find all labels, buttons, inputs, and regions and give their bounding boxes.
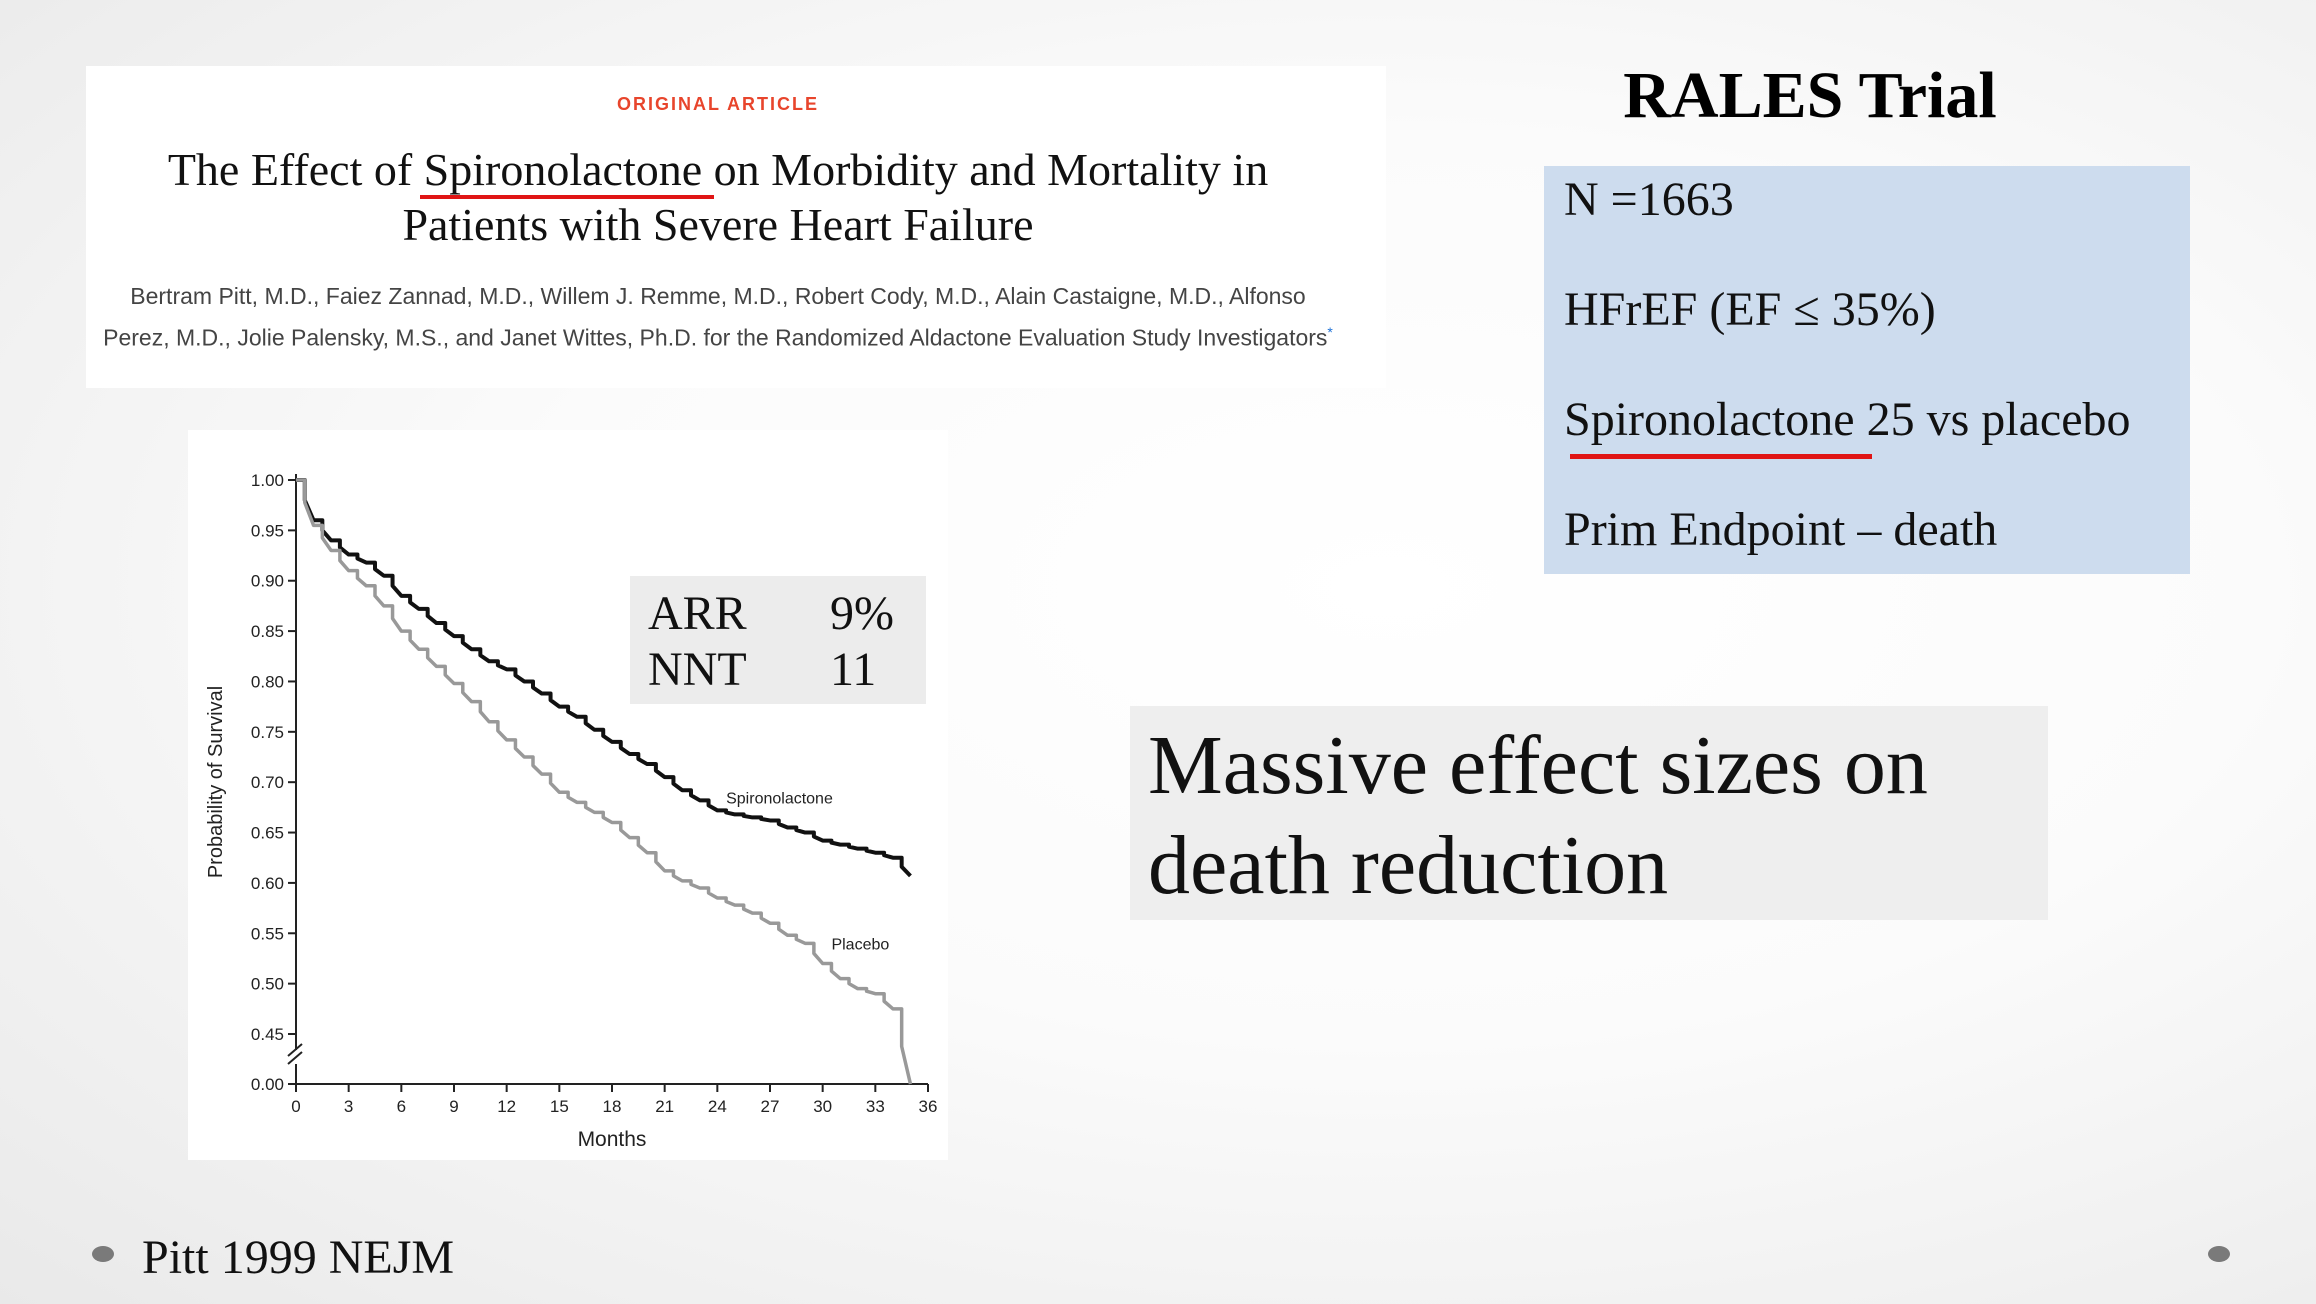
slide-nav-dot[interactable] [2208, 1246, 2230, 1262]
y-tick-label: 0.55 [251, 924, 284, 943]
article-header: ORIGINAL ARTICLE The Effect of Spironola… [86, 66, 1386, 388]
rales-item-endpoint: Prim Endpoint – death [1564, 503, 1998, 556]
y-tick-label: 0.50 [251, 975, 284, 994]
y-tick-label: 0.90 [251, 572, 284, 591]
authors-footnote-mark[interactable]: * [1327, 324, 1333, 340]
x-tick-label: 21 [655, 1097, 674, 1116]
y-tick-label: 0.60 [251, 874, 284, 893]
series-label: Placebo [831, 936, 889, 953]
x-tick-label: 15 [550, 1097, 569, 1116]
x-tick-label: 12 [497, 1097, 516, 1116]
x-tick-label: 33 [866, 1097, 885, 1116]
y-tick-label: 0.00 [251, 1075, 284, 1094]
stats-label: NNT [648, 643, 747, 696]
x-tick-label: 36 [919, 1097, 938, 1116]
article-title-line2: Patients with Severe Heart Failure [402, 199, 1034, 250]
stats-row-nnt: NNT 11 [648, 642, 918, 698]
y-tick-label: 1.00 [251, 471, 284, 490]
x-tick-label: 30 [813, 1097, 832, 1116]
highlight-box: Massive effect sizes on death reduction [1130, 706, 2048, 920]
article-label: ORIGINAL ARTICLE [617, 94, 819, 114]
series-line-spironolactone [296, 478, 912, 878]
article-title-drug-text: Spironolactone [423, 144, 703, 195]
stats-box: ARR 9% NNT 11 [630, 576, 926, 704]
rales-title: RALES Trial [1623, 59, 1997, 132]
x-tick-label: 3 [344, 1097, 353, 1116]
x-tick-label: 27 [761, 1097, 780, 1116]
citation: Pitt 1999 NEJM [142, 1231, 455, 1284]
article-title: The Effect of Spironolactone on Morbidit… [86, 142, 1350, 252]
intervention-underline [1570, 454, 1872, 459]
y-tick-label: 0.80 [251, 672, 284, 691]
y-tick-label: 0.85 [251, 622, 284, 641]
rales-item-population: HFrEF (EF ≤ 35%) [1564, 283, 1936, 336]
authors-text: Bertram Pitt, M.D., Faiez Zannad, M.D., … [103, 283, 1328, 351]
x-axis-label: Months [578, 1128, 647, 1151]
y-tick-label: 0.65 [251, 824, 284, 843]
article-authors: Bertram Pitt, M.D., Faiez Zannad, M.D., … [96, 278, 1340, 356]
x-tick-label: 0 [291, 1097, 300, 1116]
series-label: Spironolactone [726, 790, 833, 807]
article-title-suffix: on Morbidity and Mortality in [702, 144, 1269, 195]
y-axis-label: Probability of Survival [205, 686, 227, 878]
x-tick-label: 18 [603, 1097, 622, 1116]
rales-item-intervention: Spironolactone 25 vs placebo [1564, 393, 2131, 446]
rales-summary-box: N =1663 HFrEF (EF ≤ 35%) Spironolactone … [1544, 166, 2190, 574]
axis-break-mark [287, 1051, 303, 1065]
series-line-placebo [296, 478, 913, 1085]
highlight-text: Massive effect sizes on death reduction [1148, 719, 1928, 912]
x-tick-label: 24 [708, 1097, 727, 1116]
survival-chart-svg: 0.00 0.45 0.50 0.55 0.60 0.65 0.70 0.75 0.80 0.85… [205, 471, 938, 1151]
x-tick-label: 6 [397, 1097, 406, 1116]
article-title-drug: Spironolactone [419, 144, 715, 199]
y-tick-label: 0.45 [251, 1025, 284, 1044]
stats-row-arr: ARR 9% [648, 586, 918, 642]
stats-value: 9% [830, 587, 894, 640]
stats-value: 11 [830, 643, 877, 696]
article-title-prefix: The Effect of [167, 144, 424, 195]
y-tick-label: 0.95 [251, 521, 284, 540]
y-tick-label: 0.70 [251, 773, 284, 792]
axis-break-mark [287, 1043, 303, 1057]
rales-item-n: N =1663 [1564, 173, 1734, 226]
x-tick-label: 9 [449, 1097, 458, 1116]
survival-chart: 0.00 0.45 0.50 0.55 0.60 0.65 0.70 0.75 0.80 0.85… [188, 430, 948, 1160]
drug-underline [419, 195, 715, 199]
y-tick-label: 0.75 [251, 723, 284, 742]
stats-label: ARR [648, 587, 747, 640]
bullet-dot [92, 1246, 114, 1262]
